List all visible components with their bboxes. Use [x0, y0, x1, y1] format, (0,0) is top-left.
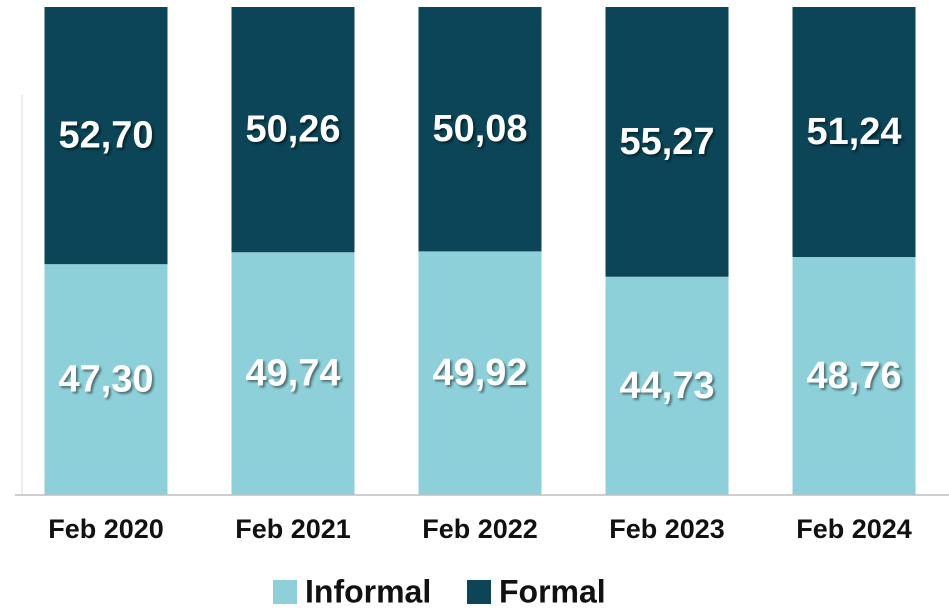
- x-tick-label: Feb 2021: [235, 514, 351, 544]
- data-label: 52,70: [58, 115, 153, 157]
- bar-segment: [231, 252, 355, 495]
- bar-segment: [231, 7, 355, 253]
- legend-label: Informal: [305, 573, 431, 609]
- legend-swatch: [273, 580, 297, 604]
- data-label: 44,73: [619, 365, 714, 407]
- x-tick-label: Feb 2022: [422, 514, 538, 544]
- x-tick-label: Feb 2020: [48, 514, 164, 544]
- bar-segment: [418, 7, 542, 252]
- data-label: 47,30: [58, 359, 153, 401]
- data-label: 50,08: [432, 108, 527, 150]
- bar-segment: [605, 276, 729, 495]
- x-tick-label: Feb 2023: [609, 514, 725, 544]
- x-tick-label: Feb 2024: [796, 514, 912, 544]
- legend-label: Formal: [499, 573, 606, 609]
- bar-segment: [44, 264, 168, 495]
- data-label: 50,26: [245, 109, 340, 151]
- bar-segment: [792, 7, 916, 258]
- data-label: 51,24: [806, 111, 901, 153]
- bar-segment: [792, 257, 916, 495]
- data-label: 55,27: [619, 121, 714, 163]
- data-label: 49,92: [432, 352, 527, 394]
- bar-segment: [418, 251, 542, 495]
- data-label: 48,76: [806, 355, 901, 397]
- data-label: 49,74: [245, 353, 340, 395]
- bar-segment: [605, 7, 729, 277]
- legend-swatch: [467, 580, 491, 604]
- bar-segment: [44, 7, 168, 265]
